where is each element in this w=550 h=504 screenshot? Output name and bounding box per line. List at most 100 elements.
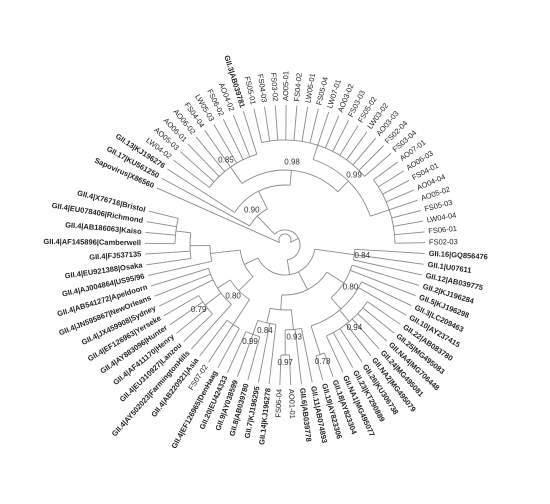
branch	[258, 190, 268, 210]
support-value: 0.85	[218, 156, 234, 165]
branch	[230, 166, 243, 184]
branch-arc	[274, 229, 301, 261]
branch	[173, 159, 210, 188]
branch	[339, 328, 363, 363]
branch	[286, 259, 291, 275]
branch	[339, 309, 350, 322]
support-value: 0.80	[225, 291, 241, 300]
branch	[150, 267, 209, 287]
branch-arc	[234, 184, 291, 213]
branch	[332, 332, 354, 368]
leaf-label: AO01-01	[287, 389, 297, 419]
branch	[232, 299, 250, 325]
branch	[169, 301, 204, 326]
branch	[195, 136, 226, 172]
branch	[266, 308, 271, 323]
support-value: 0.80	[343, 282, 359, 291]
branch	[386, 189, 414, 203]
branch	[217, 279, 231, 289]
branch	[268, 324, 277, 385]
branch	[204, 292, 222, 306]
branch	[146, 221, 177, 228]
branch	[243, 111, 258, 155]
branch	[232, 114, 251, 157]
branch	[332, 120, 350, 152]
branch	[378, 170, 405, 188]
branch	[187, 143, 220, 177]
branch	[148, 260, 212, 276]
branch	[145, 250, 191, 255]
branch	[314, 248, 355, 256]
branch	[176, 307, 208, 334]
branch	[293, 105, 298, 141]
branch-arc	[249, 208, 268, 227]
branch	[389, 199, 418, 211]
branch	[394, 231, 425, 236]
branch	[183, 313, 213, 342]
branch	[382, 179, 410, 195]
branch	[279, 354, 282, 385]
support-value: 0.94	[347, 323, 363, 332]
branch	[210, 249, 241, 254]
branch	[167, 168, 235, 213]
branch-arc	[278, 233, 292, 243]
branch	[244, 257, 259, 265]
branch	[357, 313, 388, 342]
branch	[175, 230, 191, 234]
branch-arc	[310, 281, 363, 327]
branch	[213, 124, 238, 164]
leaf-label: FS02-03	[429, 237, 458, 246]
branch	[391, 210, 421, 219]
branch	[301, 106, 309, 142]
branch	[317, 111, 330, 146]
branch	[252, 320, 259, 335]
branch	[353, 259, 422, 276]
branch-arc	[257, 249, 316, 276]
leaf-label: GII.16|GQ856476	[428, 249, 488, 262]
branch	[298, 271, 308, 290]
branch-arc	[241, 169, 339, 193]
support-value: 0.98	[284, 157, 300, 166]
branch-arc	[261, 139, 365, 177]
branch	[339, 125, 359, 156]
branch-arc	[229, 279, 250, 300]
branch	[352, 137, 376, 166]
branch	[217, 328, 240, 369]
branch-arc	[209, 153, 257, 188]
branch-arc	[189, 232, 192, 259]
branch	[301, 328, 313, 383]
branch	[280, 294, 283, 310]
branch	[247, 336, 261, 381]
leaf-label: GII.4|FJ537135	[89, 249, 142, 261]
branch	[290, 309, 294, 330]
leaf-label: FS04-02	[292, 72, 303, 101]
support-value: 0.84	[354, 251, 370, 260]
branch	[326, 335, 344, 373]
branch	[289, 354, 292, 385]
support-value: 0.99	[242, 337, 258, 346]
branch	[373, 161, 398, 181]
branch	[312, 145, 319, 160]
branch	[199, 320, 228, 357]
support-value: 0.97	[277, 358, 293, 367]
branch	[289, 170, 292, 186]
branch	[354, 248, 425, 254]
branch	[337, 180, 349, 193]
branch	[146, 258, 192, 266]
support-value: 0.90	[244, 205, 260, 214]
branch	[163, 295, 199, 317]
branch	[364, 153, 392, 177]
branch-arc	[373, 179, 396, 244]
branch	[358, 287, 407, 316]
branch	[354, 254, 424, 265]
branch	[324, 352, 334, 377]
branch	[309, 108, 319, 144]
leaf-label: FS06-01	[428, 224, 457, 236]
leaf-label: GII.4|AF145896|Camberwell	[43, 237, 141, 247]
branch	[393, 220, 424, 227]
branch	[326, 271, 345, 284]
branch	[346, 131, 368, 161]
branch	[204, 130, 231, 168]
branch-arc	[312, 159, 371, 217]
leaf-label: LW04-04	[426, 210, 457, 224]
